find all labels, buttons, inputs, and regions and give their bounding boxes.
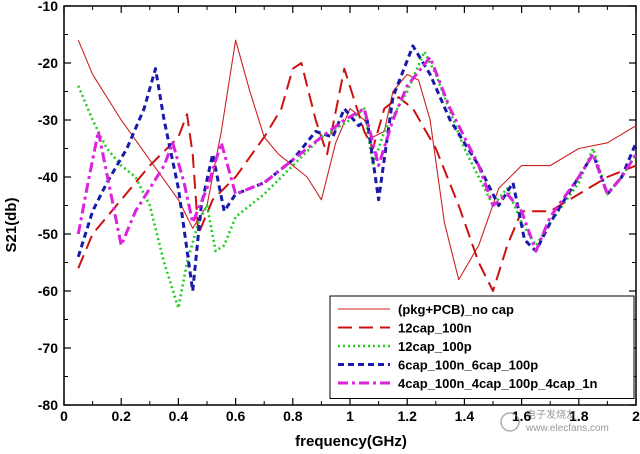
legend-label-4: 6cap_100n_6cap_100p: [398, 358, 538, 373]
legend-box: [329, 295, 635, 399]
y-tick-label: -60: [38, 283, 58, 299]
legend: (pkg+PCB)_no cap 12cap_100n 12cap_100p 6cap…: [329, 295, 635, 399]
x-tick-label: 2: [632, 408, 640, 424]
y-tick-label: -20: [38, 55, 58, 71]
x-tick-label: 1.8: [569, 408, 589, 424]
watermark-logo-text: 电子发烧友: [526, 408, 576, 421]
y-tick-label: -80: [38, 397, 58, 413]
legend-label-2: 12cap_100n: [398, 321, 472, 336]
legend-label-3: 12cap_100p: [398, 339, 472, 354]
y-tick-label: -50: [38, 226, 58, 242]
y-tick-label: -30: [38, 112, 58, 128]
y-tick-label: -70: [38, 340, 58, 356]
x-tick-label: 0.4: [169, 408, 189, 424]
x-tick-label: 1.4: [455, 408, 475, 424]
series-line-3: [77, 50, 638, 310]
legend-label-1: (pkg+PCB)_no cap: [398, 302, 514, 317]
x-tick-label: 1.6: [512, 408, 532, 424]
y-tick-label: -10: [38, 0, 58, 14]
x-tick-label: 1: [346, 408, 354, 424]
y-tick-label: -40: [38, 169, 58, 185]
x-tick-label: 0.8: [283, 408, 303, 424]
watermark-url: www.elecfans.com: [525, 423, 609, 434]
x-tick-label: 0: [60, 408, 68, 424]
x-axis-label: frequency(GHz): [295, 433, 407, 450]
x-tick-label: 0.6: [226, 408, 246, 424]
series-line-5: [76, 55, 638, 253]
series-layer: [76, 39, 638, 310]
y-axis-label: S21(db): [3, 197, 20, 252]
x-tick-label: 1.2: [397, 408, 417, 424]
watermark: 电子发烧友 www.elecfans.com: [500, 408, 609, 434]
x-tick-label: 0.2: [111, 408, 131, 424]
axis-tick-labels: 0 0.2 0.4 0.6 0.8 1 1.2 1.4 1.6 1.8 2 -10 -20 -30 -40 -…: [38, 0, 640, 424]
legend-label-5: 4cap_100n_4cap_100p_4cap_1n: [398, 376, 598, 391]
watermark-logo-icon: [500, 412, 520, 432]
